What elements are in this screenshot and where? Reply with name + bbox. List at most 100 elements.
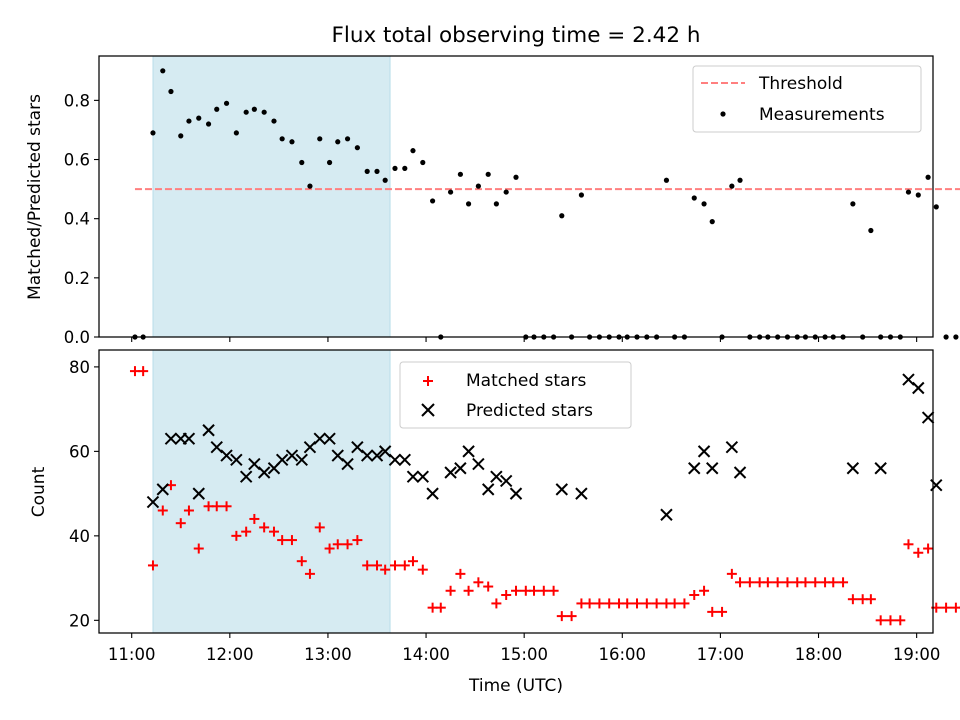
matched-star-marker [296, 556, 307, 567]
measurement-point [915, 192, 921, 198]
bottom-xtick-label: 14:00 [402, 645, 450, 664]
matched-star-marker [689, 589, 700, 600]
matched-star-marker [735, 577, 746, 588]
measurement-point [205, 121, 212, 127]
matched-star-marker [314, 522, 325, 533]
bottom-panel: 20 40 60 80 11:00 12:00 13:00 14:00 15:00 16:00 1… [29, 349, 960, 696]
matched-star-marker [641, 598, 652, 609]
bottom-legend: Matched stars Predicted stars [399, 361, 632, 429]
measurement-point [251, 106, 257, 112]
matched-star-marker [399, 560, 410, 571]
matched-star-marker [941, 602, 952, 613]
measurement-point [503, 189, 509, 195]
predicted-star-marker [499, 474, 513, 488]
measurement-point [493, 201, 499, 207]
measurement-point [160, 68, 166, 74]
matched-star-marker [362, 560, 373, 571]
measurement-point [905, 189, 912, 195]
matched-star-marker [782, 577, 793, 588]
matched-star-marker [772, 577, 783, 588]
measurement-point [150, 130, 156, 136]
measurement-point [178, 133, 184, 139]
measurement-point [271, 118, 277, 124]
matched-star-marker [903, 539, 914, 550]
measurement-point [475, 183, 481, 189]
measurement-point [943, 334, 949, 340]
predicted-star-marker [472, 457, 485, 471]
predicted-star-marker [370, 449, 384, 462]
matched-star-marker [838, 577, 849, 588]
matched-star-marker [566, 611, 577, 622]
legend-matched-label: Matched stars [466, 371, 586, 391]
matched-star-marker [511, 585, 521, 596]
matched-star-marker [352, 535, 363, 546]
predicted-star-marker [912, 381, 925, 395]
measurement-point [364, 168, 370, 174]
matched-star-marker [286, 535, 297, 546]
predicted-star-marker [192, 487, 205, 500]
measurement-point [709, 219, 715, 225]
predicted-star-marker [406, 470, 420, 483]
predicted-star-marker [660, 508, 673, 521]
matched-star-marker [556, 611, 567, 622]
matched-star-marker [483, 581, 494, 592]
bottom-xtick-label: 19:00 [893, 645, 941, 664]
predicted-star-marker [733, 466, 747, 479]
predicted-star-marker [257, 466, 271, 479]
predicted-star-marker [575, 487, 588, 500]
measurement-point [485, 171, 491, 177]
matched-star-marker [324, 543, 335, 554]
legend-predicted-label: Predicted stars [466, 401, 593, 421]
bottom-ytick-label: 80 [69, 358, 90, 377]
x-axis-label: Time (UTC) [468, 676, 563, 696]
bottom-plot-frame [98, 349, 934, 634]
predicted-star-marker [462, 445, 475, 458]
measurement-point [925, 174, 931, 180]
predicted-star-marker [341, 457, 354, 471]
bottom-ytick-label: 60 [69, 442, 90, 461]
predicted-star-marker [874, 462, 887, 475]
top-legend: Threshold Measurements [692, 65, 922, 133]
predicted-star-marker [156, 483, 169, 496]
matched-star-marker [865, 594, 876, 605]
top-ytick-label: 0.4 [64, 210, 90, 229]
legend-matched-swatch [423, 376, 433, 386]
measurement-point [457, 171, 463, 177]
predicted-star-marker [509, 487, 523, 500]
observing-window-shade [152, 349, 391, 634]
matched-star-marker [548, 585, 559, 596]
bottom-y-axis-label: Count [29, 466, 49, 517]
predicted-star-marker [202, 424, 215, 437]
matched-star-marker [528, 585, 539, 596]
legend-measurements-label: Measurements [759, 105, 885, 125]
predicted-star-marker [285, 449, 299, 462]
bottom-xtick-label: 15:00 [500, 645, 548, 664]
matched-star-marker [632, 598, 643, 609]
matched-star-marker [895, 615, 906, 626]
measurement-point [335, 139, 341, 145]
legend-predicted-swatch [421, 403, 435, 417]
matched-star-marker [622, 598, 633, 609]
measurement-point [289, 139, 295, 145]
matched-star-marker [463, 585, 474, 596]
predicted-star-marker [313, 432, 326, 445]
matched-star-marker [800, 577, 811, 588]
bottom-legend-box [399, 361, 632, 429]
bottom-ytick-label: 20 [69, 611, 90, 630]
matched-star-marker [604, 598, 615, 609]
measurement-point [223, 100, 230, 106]
measurement-point [233, 130, 239, 136]
predicted-star-marker [220, 449, 233, 462]
measurement-point [243, 109, 249, 115]
matched-star-marker [584, 598, 595, 609]
matched-star-marker [455, 568, 466, 579]
predicted-star-marker [490, 470, 503, 483]
matched-star-marker [193, 543, 204, 554]
bottom-xtick-label: 11:00 [108, 645, 156, 664]
matched-star-marker [277, 535, 288, 546]
measurement-point [402, 165, 408, 171]
measurement-point [420, 159, 426, 166]
measurement-point [578, 192, 585, 198]
bottom-xtick-label: 17:00 [697, 645, 745, 664]
